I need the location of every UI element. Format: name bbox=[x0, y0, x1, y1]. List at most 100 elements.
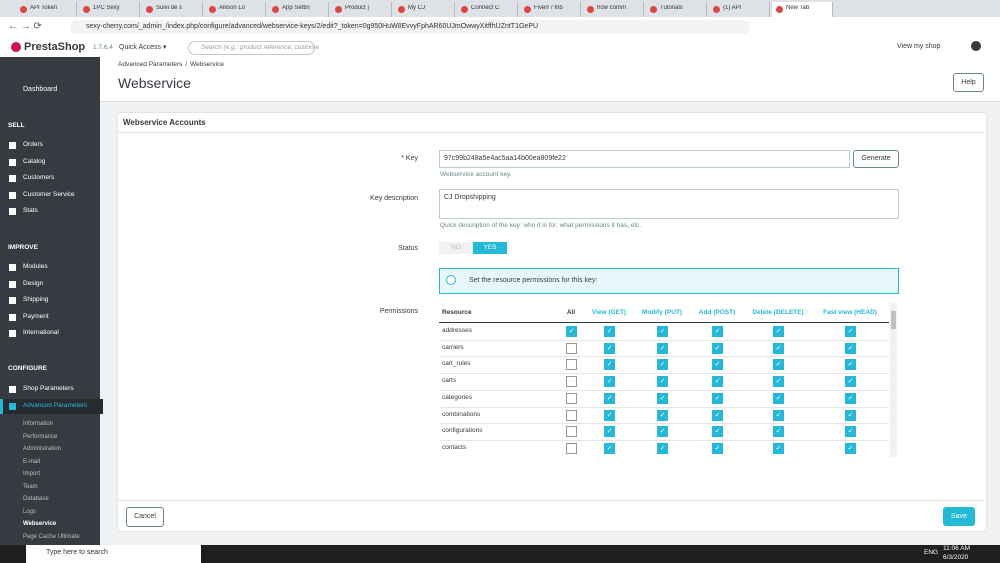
tab-title[interactable]: Connect C bbox=[471, 5, 500, 11]
tab-title[interactable]: Fiverr / Inb bbox=[534, 5, 563, 11]
view-shop[interactable]: View my shop bbox=[897, 43, 941, 50]
tab-title[interactable]: API Token bbox=[30, 5, 58, 11]
checkbox[interactable]: ✓ bbox=[773, 409, 784, 421]
checkbox[interactable]: ✓ bbox=[657, 442, 668, 454]
tab[interactable] bbox=[646, 2, 707, 17]
tab[interactable] bbox=[268, 2, 329, 17]
checkbox[interactable]: ✓ bbox=[604, 376, 615, 388]
submenu-item[interactable]: Performance bbox=[23, 434, 58, 440]
nav-item[interactable]: Dashboard bbox=[23, 86, 58, 93]
checkbox[interactable]: ✓ bbox=[657, 392, 668, 404]
save-button[interactable]: Save bbox=[943, 507, 975, 526]
description-input[interactable] bbox=[439, 189, 899, 219]
nav-item[interactable]: Customers bbox=[23, 174, 55, 181]
tab-title[interactable]: App Settin bbox=[282, 5, 310, 11]
checkbox[interactable] bbox=[566, 426, 577, 438]
tab-title[interactable]: My CJ bbox=[408, 5, 425, 11]
submenu-item[interactable]: Import bbox=[23, 471, 41, 477]
checkbox[interactable]: ✓ bbox=[604, 409, 615, 421]
tab[interactable] bbox=[394, 2, 455, 17]
checkbox[interactable]: ✓ bbox=[604, 342, 615, 354]
checkbox[interactable]: ✓ bbox=[657, 376, 668, 388]
column-header[interactable]: All bbox=[566, 309, 576, 316]
checkbox[interactable]: ✓ bbox=[773, 326, 784, 337]
tab[interactable] bbox=[331, 2, 392, 17]
tab[interactable] bbox=[772, 2, 833, 17]
checkbox[interactable]: ✓ bbox=[773, 359, 784, 371]
tab-title[interactable]: Allison Lo bbox=[219, 5, 246, 11]
nav-item[interactable]: Customer Service bbox=[23, 191, 75, 198]
avatar[interactable] bbox=[971, 41, 981, 51]
checkbox[interactable]: ✓ bbox=[712, 326, 723, 337]
checkbox[interactable] bbox=[566, 376, 577, 388]
status-no[interactable]: NO bbox=[439, 242, 473, 254]
checkbox[interactable]: ✓ bbox=[845, 409, 856, 421]
checkbox[interactable]: ✓ bbox=[604, 442, 615, 454]
status-yes[interactable]: YES bbox=[473, 242, 507, 254]
checkbox[interactable] bbox=[566, 442, 577, 454]
column-header[interactable]: View (GET) bbox=[591, 309, 627, 316]
search-box[interactable] bbox=[188, 41, 315, 55]
submenu-item[interactable]: Administration bbox=[23, 446, 62, 452]
tab[interactable] bbox=[520, 2, 581, 17]
checkbox[interactable]: ✓ bbox=[845, 376, 856, 388]
column-header[interactable]: Fast view (HEAD) bbox=[823, 309, 877, 316]
checkbox[interactable]: ✓ bbox=[604, 359, 615, 371]
column-header[interactable]: Delete (DELETE) bbox=[752, 309, 804, 316]
checkbox[interactable]: ✓ bbox=[712, 442, 723, 454]
checkbox[interactable]: ✓ bbox=[845, 392, 856, 404]
submenu-item[interactable]: Team bbox=[23, 484, 38, 490]
scroll-thumb[interactable] bbox=[891, 311, 896, 329]
checkbox[interactable]: ✓ bbox=[773, 342, 784, 354]
checkbox[interactable]: ✓ bbox=[566, 326, 577, 337]
tab[interactable] bbox=[709, 2, 770, 17]
checkbox[interactable] bbox=[566, 359, 577, 371]
checkbox[interactable]: ✓ bbox=[773, 376, 784, 388]
nav-item[interactable]: Shipping bbox=[23, 296, 49, 303]
nav-item[interactable]: Advanced Parameters bbox=[23, 402, 88, 409]
help-button[interactable]: Help bbox=[953, 73, 984, 92]
checkbox[interactable] bbox=[566, 392, 577, 404]
key-input[interactable] bbox=[439, 150, 850, 168]
submenu-item[interactable]: Webservice bbox=[23, 521, 57, 527]
submenu-item[interactable]: Logs bbox=[23, 509, 37, 515]
tab[interactable] bbox=[205, 2, 266, 17]
checkbox[interactable]: ✓ bbox=[712, 409, 723, 421]
checkbox[interactable]: ✓ bbox=[773, 442, 784, 454]
checkbox[interactable]: ✓ bbox=[845, 326, 856, 337]
checkbox[interactable]: ✓ bbox=[604, 392, 615, 404]
nav-item[interactable]: Payment bbox=[23, 313, 49, 320]
tab-title[interactable]: Product | bbox=[345, 5, 369, 11]
nav-item[interactable]: International bbox=[23, 329, 59, 336]
nav-item[interactable]: Stats bbox=[23, 207, 38, 214]
checkbox[interactable]: ✓ bbox=[604, 426, 615, 438]
nav-item[interactable]: Design bbox=[23, 280, 44, 287]
tab-title[interactable]: Tutorials bbox=[660, 5, 683, 11]
checkbox[interactable] bbox=[566, 342, 577, 354]
checkbox[interactable]: ✓ bbox=[845, 426, 856, 438]
submenu-item[interactable]: Database bbox=[23, 496, 49, 502]
checkbox[interactable]: ✓ bbox=[712, 376, 723, 388]
checkbox[interactable]: ✓ bbox=[712, 342, 723, 354]
checkbox[interactable]: ✓ bbox=[712, 392, 723, 404]
cancel-button[interactable]: Cancel bbox=[126, 507, 164, 527]
tab-title[interactable]: Suivi de s bbox=[156, 5, 183, 11]
taskbar-search[interactable] bbox=[26, 545, 201, 563]
checkbox[interactable]: ✓ bbox=[657, 342, 668, 354]
checkbox[interactable]: ✓ bbox=[845, 342, 856, 354]
tab-title[interactable]: (1) API bbox=[723, 5, 742, 11]
tab[interactable] bbox=[16, 2, 77, 17]
tab-title[interactable]: 1PC Sexy bbox=[93, 5, 120, 11]
nav-item[interactable]: Orders bbox=[23, 141, 43, 148]
nav-item[interactable]: Catalog bbox=[23, 158, 46, 165]
nav-item[interactable]: Shop Parameters bbox=[23, 385, 74, 392]
checkbox[interactable]: ✓ bbox=[845, 359, 856, 371]
checkbox[interactable]: ✓ bbox=[657, 426, 668, 438]
submenu-item[interactable]: E-mail bbox=[23, 459, 41, 465]
tab[interactable] bbox=[79, 2, 140, 17]
checkbox[interactable]: ✓ bbox=[773, 392, 784, 404]
tab-title[interactable]: how comm bbox=[597, 5, 627, 11]
breadcrumb-item[interactable]: Advanced Parameters bbox=[118, 61, 183, 68]
submenu-item[interactable]: Page Cache Ultimate bbox=[23, 534, 80, 540]
submenu-item[interactable]: Information bbox=[23, 421, 54, 427]
